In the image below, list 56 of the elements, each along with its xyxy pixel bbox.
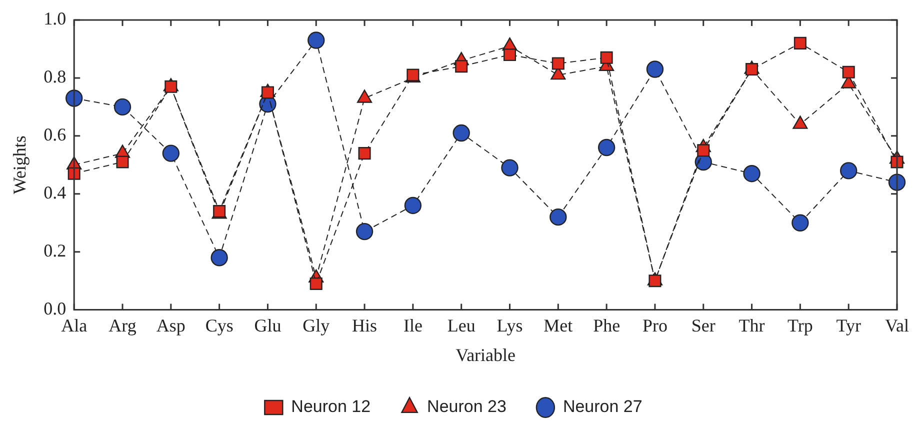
point (358, 147, 371, 160)
x-axis-title: Variable (456, 344, 516, 365)
y-tick-label: 1.0 (44, 8, 66, 29)
point (552, 57, 564, 70)
point (164, 80, 178, 93)
y-tick-label: 0.8 (44, 66, 66, 87)
point (114, 98, 132, 116)
x-tick-label: Gly (302, 315, 330, 336)
point (743, 164, 760, 182)
point (840, 162, 858, 180)
point (697, 144, 710, 157)
point (842, 66, 855, 78)
legend-label: Neuron 23 (427, 397, 506, 416)
point (794, 36, 806, 50)
point (404, 196, 422, 214)
x-tick-label: Trp (788, 315, 813, 336)
point (792, 214, 809, 232)
point (455, 60, 468, 73)
point (213, 205, 226, 218)
x-tick-label: Asp (156, 315, 186, 336)
point (648, 274, 662, 288)
point (308, 32, 325, 49)
x-tick-label: Phe (593, 315, 620, 336)
x-tick-label: Ser (691, 315, 716, 336)
x-tick-label: Ile (403, 315, 422, 336)
point (356, 222, 374, 240)
point (550, 208, 567, 226)
x-tick-label: Val (885, 315, 910, 336)
point (162, 144, 180, 162)
point (890, 156, 904, 168)
point (116, 156, 129, 168)
y-tick-label: 0.2 (44, 240, 66, 261)
y-tick-label: 0.6 (44, 124, 66, 145)
point (406, 68, 420, 82)
point (452, 124, 470, 142)
legend-label: Neuron 27 (562, 397, 642, 416)
y-axis-title: Weights (10, 136, 30, 194)
point (504, 48, 516, 62)
point (210, 249, 228, 266)
point (310, 277, 322, 290)
x-tick-label: Cys (205, 315, 234, 336)
point (501, 159, 518, 176)
x-tick-label: His (352, 315, 378, 336)
x-tick-label: Arg (108, 315, 136, 336)
x-tick-label: Leu (447, 315, 476, 336)
y-tick-label: 0.4 (44, 182, 66, 203)
x-tick-label: Glu (254, 315, 282, 336)
x-tick-label: Met (544, 315, 573, 336)
x-tick-label: Tyr (836, 315, 861, 336)
x-tick-label: Thr (738, 315, 765, 336)
legend-label: Neuron 12 (291, 397, 371, 416)
x-tick-label: Lys (496, 315, 523, 336)
point (600, 51, 613, 64)
point (598, 138, 616, 156)
point (646, 60, 664, 78)
x-tick-label: Pro (642, 315, 668, 336)
